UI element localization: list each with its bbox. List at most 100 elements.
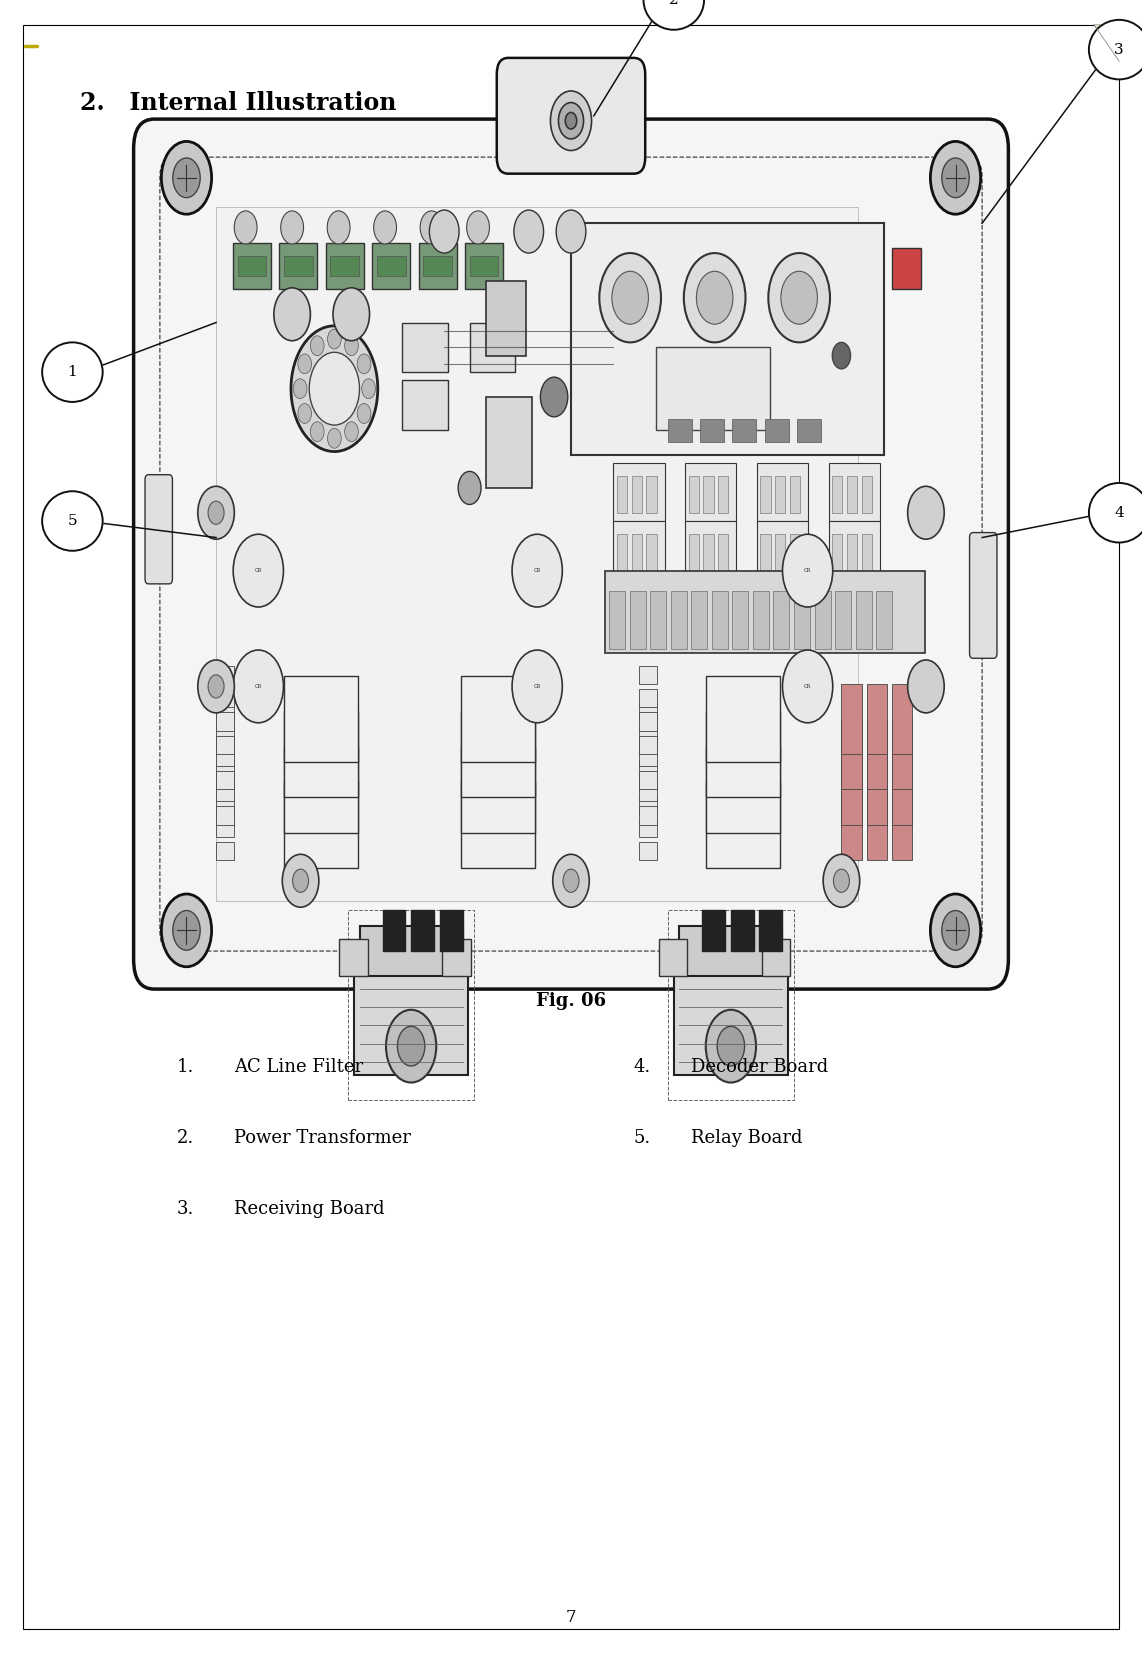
Text: Receiving Board: Receiving Board bbox=[234, 1201, 385, 1217]
Circle shape bbox=[706, 1009, 756, 1083]
Text: Decoder Board: Decoder Board bbox=[691, 1059, 828, 1075]
Circle shape bbox=[345, 422, 359, 442]
Circle shape bbox=[931, 893, 981, 966]
Circle shape bbox=[782, 534, 833, 607]
Circle shape bbox=[600, 253, 661, 342]
Bar bbox=[876, 592, 892, 650]
Bar bbox=[862, 476, 872, 513]
Circle shape bbox=[208, 675, 224, 698]
Bar bbox=[280, 243, 317, 289]
Text: 2.: 2. bbox=[177, 1130, 194, 1146]
Bar bbox=[216, 772, 234, 791]
FancyBboxPatch shape bbox=[360, 926, 463, 976]
Text: 5: 5 bbox=[67, 514, 78, 528]
Bar bbox=[283, 748, 357, 834]
Bar bbox=[411, 910, 434, 951]
Bar bbox=[718, 476, 729, 513]
Bar bbox=[383, 910, 405, 951]
Bar bbox=[833, 534, 843, 571]
Text: 1: 1 bbox=[67, 366, 78, 379]
Bar bbox=[216, 701, 234, 719]
Circle shape bbox=[198, 660, 234, 713]
Bar bbox=[892, 685, 912, 754]
Bar bbox=[718, 534, 729, 571]
Bar bbox=[419, 243, 457, 289]
Circle shape bbox=[345, 336, 359, 356]
Bar bbox=[638, 819, 657, 837]
Text: Fig. 06: Fig. 06 bbox=[536, 992, 606, 1009]
Bar bbox=[216, 724, 234, 743]
Bar bbox=[762, 939, 790, 976]
Bar bbox=[753, 592, 769, 650]
Circle shape bbox=[823, 853, 860, 906]
Bar bbox=[650, 592, 666, 650]
Bar bbox=[855, 592, 871, 650]
Text: 4.: 4. bbox=[634, 1059, 651, 1075]
Circle shape bbox=[540, 377, 568, 417]
Bar bbox=[461, 711, 536, 797]
Bar bbox=[867, 791, 887, 860]
Circle shape bbox=[942, 910, 970, 949]
Bar bbox=[706, 782, 780, 868]
Bar bbox=[571, 223, 884, 455]
Bar bbox=[842, 791, 862, 860]
Circle shape bbox=[328, 329, 341, 349]
Bar bbox=[670, 592, 686, 650]
Bar bbox=[703, 534, 714, 571]
Bar bbox=[732, 592, 748, 650]
Circle shape bbox=[292, 870, 308, 893]
Bar bbox=[790, 534, 801, 571]
FancyBboxPatch shape bbox=[679, 926, 782, 976]
Text: Power Transformer: Power Transformer bbox=[234, 1130, 411, 1146]
Bar bbox=[632, 534, 642, 571]
Bar bbox=[842, 719, 862, 789]
Bar bbox=[617, 592, 627, 629]
Bar bbox=[440, 910, 463, 951]
Bar bbox=[773, 592, 789, 650]
Bar bbox=[833, 592, 843, 629]
Bar bbox=[216, 736, 234, 754]
Bar bbox=[233, 243, 271, 289]
Circle shape bbox=[908, 486, 944, 539]
Circle shape bbox=[612, 271, 649, 324]
Bar bbox=[613, 521, 665, 579]
Bar bbox=[638, 690, 657, 708]
Circle shape bbox=[333, 288, 370, 341]
Bar bbox=[216, 796, 234, 814]
Circle shape bbox=[161, 142, 211, 215]
Bar bbox=[638, 724, 657, 743]
Bar bbox=[892, 756, 912, 825]
Bar bbox=[685, 579, 737, 637]
Circle shape bbox=[298, 404, 312, 423]
Ellipse shape bbox=[42, 342, 103, 402]
Bar bbox=[703, 476, 714, 513]
Circle shape bbox=[311, 422, 324, 442]
Bar bbox=[216, 713, 234, 731]
Bar bbox=[283, 711, 357, 797]
Circle shape bbox=[834, 870, 850, 893]
Bar bbox=[761, 534, 771, 571]
Ellipse shape bbox=[42, 491, 103, 551]
Bar bbox=[764, 420, 788, 443]
Bar bbox=[775, 592, 786, 629]
Bar bbox=[847, 592, 858, 629]
Bar bbox=[638, 772, 657, 791]
Bar bbox=[632, 592, 642, 629]
Text: CR: CR bbox=[255, 567, 262, 574]
FancyBboxPatch shape bbox=[497, 58, 645, 174]
Bar bbox=[632, 476, 642, 513]
Bar bbox=[761, 476, 771, 513]
Circle shape bbox=[512, 650, 562, 723]
Circle shape bbox=[563, 870, 579, 893]
Bar bbox=[330, 256, 359, 276]
Bar bbox=[646, 534, 657, 571]
Text: 1.: 1. bbox=[177, 1059, 194, 1075]
Bar bbox=[689, 534, 699, 571]
Text: AC Line Filter: AC Line Filter bbox=[234, 1059, 363, 1075]
Bar bbox=[613, 579, 665, 637]
Circle shape bbox=[311, 336, 324, 356]
Bar bbox=[706, 748, 780, 834]
Text: 7: 7 bbox=[565, 1609, 577, 1626]
Bar bbox=[732, 420, 756, 443]
Circle shape bbox=[208, 501, 224, 524]
